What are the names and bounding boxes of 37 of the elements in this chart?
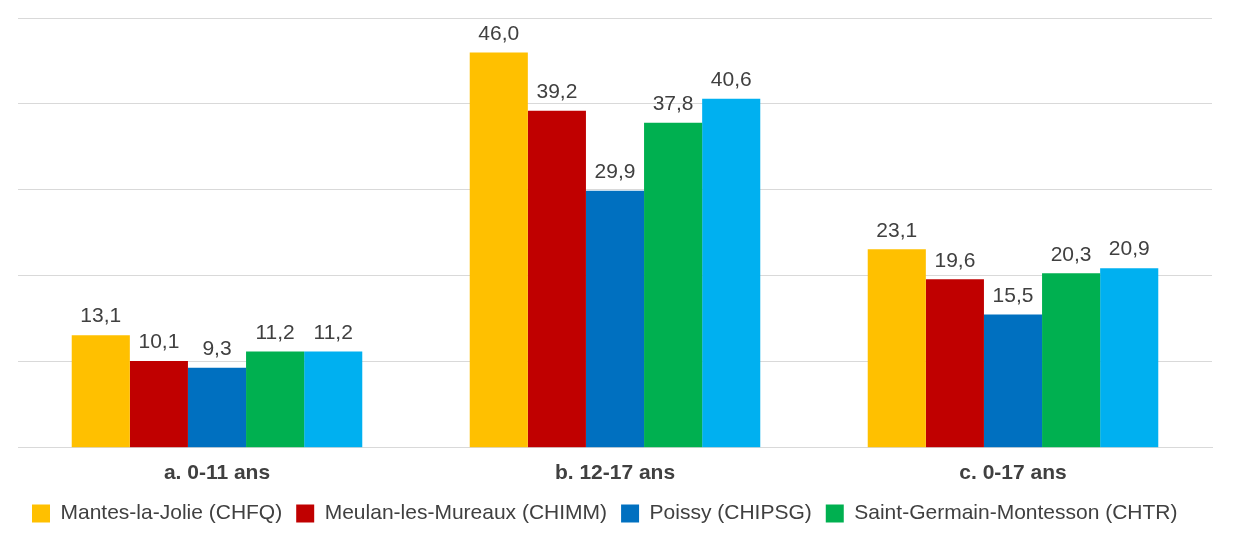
- data-label: 40,6: [710, 67, 752, 91]
- bar: [469, 52, 528, 448]
- x-tick-label: b. 12-17 ans: [554, 460, 676, 484]
- bar: [129, 360, 188, 448]
- bar: [1100, 268, 1159, 448]
- bar: [71, 335, 130, 448]
- data-label: 46,0: [478, 20, 520, 44]
- bar: [1042, 273, 1101, 448]
- bar: [246, 351, 305, 448]
- data-label: 20,9: [1108, 236, 1150, 260]
- legend-label: Saint-Germain-Montesson (CHTR): [854, 500, 1178, 524]
- bar: [187, 367, 247, 448]
- data-label: 29,9: [594, 159, 636, 183]
- bar: [702, 98, 761, 448]
- bar: [585, 190, 645, 448]
- bar: [304, 351, 363, 448]
- x-tick-label: a. 0-11 ans: [163, 460, 271, 484]
- bar: [644, 122, 703, 448]
- data-label: 23,1: [876, 217, 918, 241]
- data-label: 11,2: [255, 319, 295, 343]
- data-label: 20,3: [1050, 241, 1092, 265]
- legend-label: Mantes-la-Jolie (CHFQ): [60, 500, 283, 524]
- bar: [983, 314, 1043, 448]
- x-tick-label: c. 0-17 ans: [959, 460, 1067, 484]
- legend-label: Poissy (CHIPSG): [649, 500, 812, 524]
- data-label: 11,2: [313, 319, 353, 343]
- bar: [527, 110, 586, 448]
- data-label: 19,6: [934, 247, 976, 271]
- data-label: 13,1: [80, 303, 122, 327]
- data-label: 9,3: [202, 336, 232, 360]
- data-label: 37,8: [652, 91, 694, 115]
- bar: [867, 249, 926, 448]
- data-label: 15,5: [992, 282, 1034, 306]
- bar: [925, 279, 984, 448]
- data-label: 10,1: [138, 329, 180, 353]
- data-label: 39,2: [536, 79, 578, 103]
- legend-label: Meulan-les-Mureaux (CHIMM): [324, 500, 608, 524]
